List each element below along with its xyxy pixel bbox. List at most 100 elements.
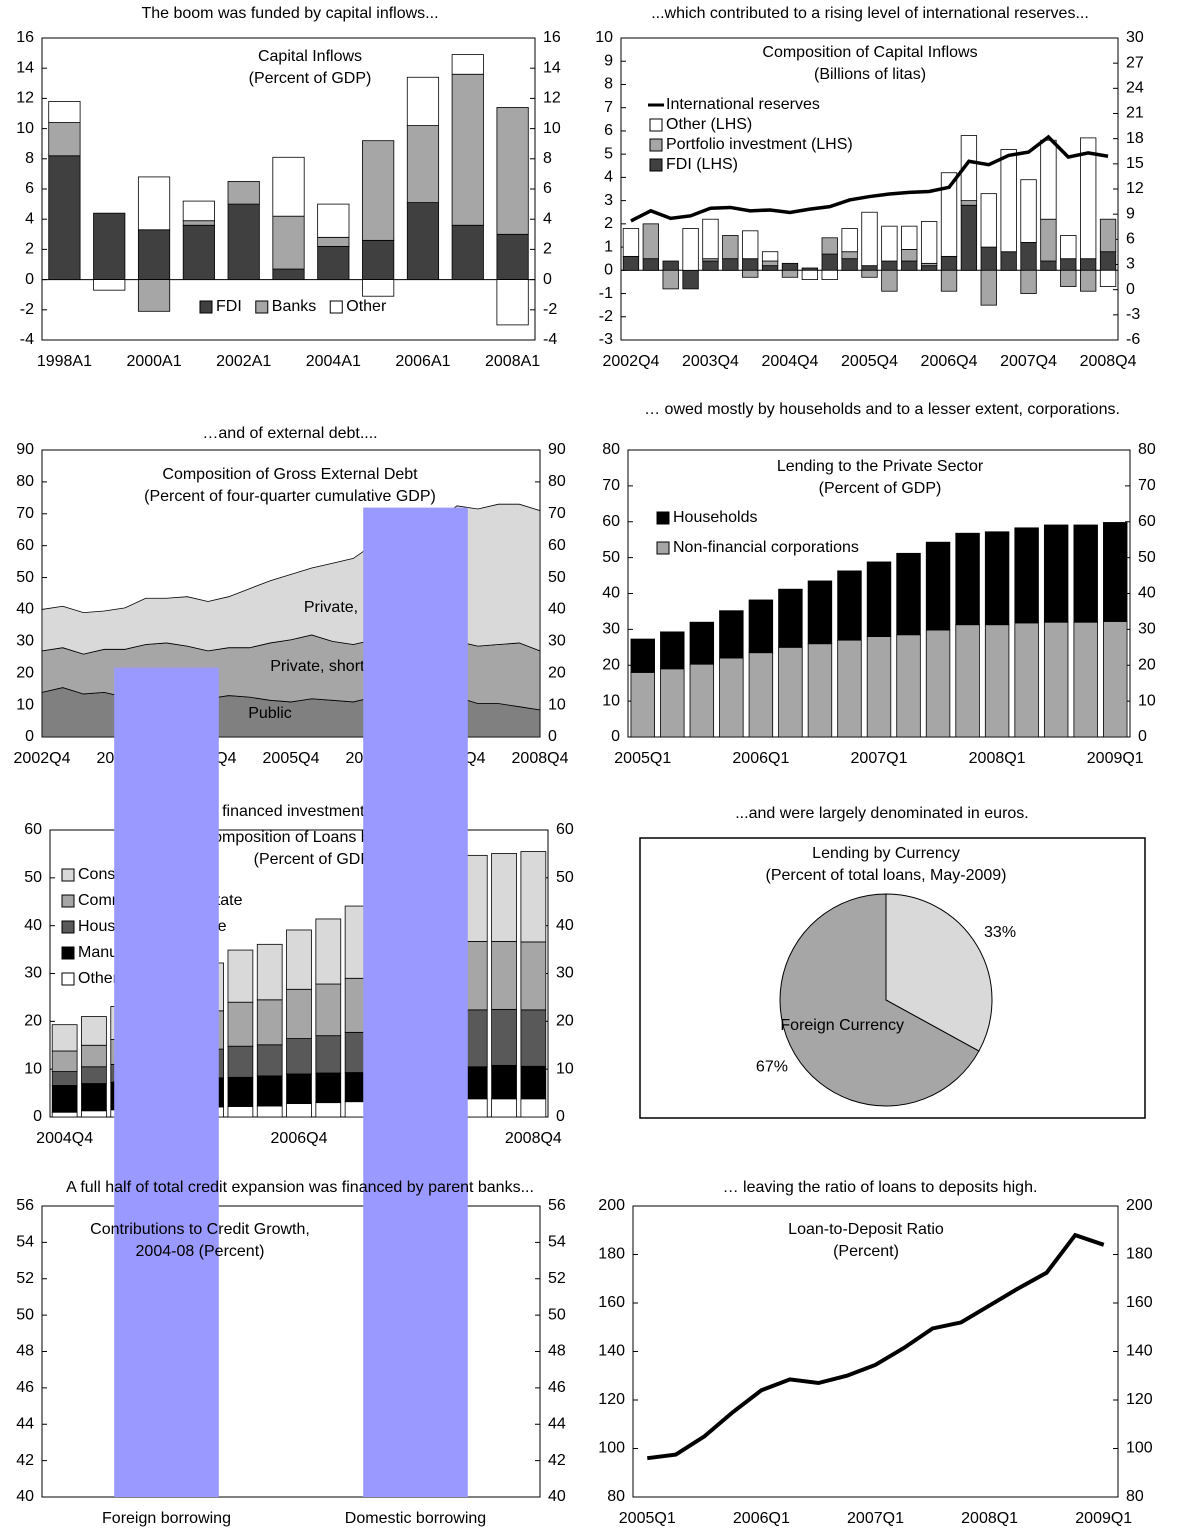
chart-title: Contributions to Credit Growth,	[90, 1221, 310, 1238]
bar	[315, 1072, 342, 1104]
y2-tick-label: 9	[1126, 205, 1135, 222]
bar	[861, 269, 878, 278]
bar	[896, 634, 921, 738]
y-tick-label: 1	[604, 238, 613, 255]
bar	[406, 202, 440, 280]
bar	[901, 260, 918, 271]
y-tick-label-right: 30	[548, 633, 566, 650]
chart-heading: A full half of total credit expansion wa…	[66, 1179, 534, 1196]
y-tick-label-right: -4	[543, 331, 557, 348]
chart-heading: ...which contributed to a rising level o…	[651, 5, 1089, 22]
y-tick-label-right: 40	[1138, 585, 1156, 602]
y-tick-label: -3	[599, 331, 613, 348]
y-tick-label: 100	[598, 1440, 625, 1457]
y-tick-label-right: 14	[543, 59, 561, 76]
y2-tick-label: -3	[1126, 306, 1140, 323]
x-tick-label: 2007Q1	[851, 750, 908, 767]
bar	[48, 101, 81, 123]
bar	[227, 203, 260, 281]
bar	[315, 918, 342, 985]
legend-swatch	[61, 894, 75, 908]
bar	[837, 570, 862, 641]
bar	[51, 1050, 78, 1072]
bar	[689, 663, 715, 738]
bar	[286, 988, 312, 1039]
chart-heading: The boom was funded by capital inflows..…	[141, 5, 438, 22]
legend-swatch	[656, 511, 670, 525]
y-tick-label-right: 50	[556, 869, 574, 886]
y-tick-label: 0	[25, 271, 34, 288]
bar	[520, 941, 547, 1011]
y-tick-label: 10	[16, 696, 34, 713]
y-tick-label: 0	[604, 262, 613, 279]
legend-label: FDI (LHS)	[666, 156, 738, 173]
bar	[630, 638, 655, 673]
y-tick-label-right: 20	[1138, 656, 1156, 673]
bar	[821, 253, 838, 271]
bar	[315, 1035, 342, 1074]
x-tick-label: 2004Q4	[762, 353, 819, 370]
y-tick-label-right: 4	[543, 210, 552, 227]
legend-label: Other	[78, 970, 119, 987]
pie-slice	[779, 893, 980, 1107]
bar	[955, 532, 980, 626]
bar	[520, 1098, 547, 1118]
bar	[861, 265, 878, 271]
y-tick-label-right: 60	[556, 821, 574, 838]
y-tick-label-right: 50	[548, 569, 566, 586]
legend-swatch	[255, 300, 269, 314]
y-tick-label-right: 40	[556, 917, 574, 934]
bar	[1020, 269, 1037, 294]
y-tick-label: 40	[24, 917, 42, 934]
y-tick-label-right: 60	[1138, 513, 1156, 530]
x-tick-label: 2000A1	[126, 353, 181, 370]
bar	[778, 646, 803, 738]
chart-heading: … owed mostly by households and to a les…	[644, 401, 1120, 418]
y-tick-label: 6	[604, 122, 613, 139]
bar	[286, 1073, 312, 1105]
bar	[662, 260, 679, 271]
bar	[748, 599, 774, 654]
x-tick-label: 2002A1	[216, 353, 271, 370]
bar	[1060, 235, 1077, 260]
bar	[1040, 260, 1057, 271]
bar	[1080, 269, 1097, 292]
bar	[48, 122, 81, 157]
bar	[807, 643, 833, 738]
chart-heading: …and of external debt....	[202, 425, 377, 442]
y-tick-label: 50	[16, 569, 34, 586]
y-tick-label-right: 120	[1126, 1391, 1153, 1408]
bar	[406, 125, 440, 203]
chart-subtitle: (Percent of total loans, May-2009)	[765, 867, 1006, 884]
y-tick-label: 60	[24, 821, 42, 838]
y2-tick-label: 15	[1126, 155, 1144, 172]
y-tick-label-right: 0	[1138, 728, 1147, 745]
bar	[286, 1038, 312, 1075]
bar	[955, 624, 980, 738]
chart-subtitle: (Percent)	[833, 1243, 899, 1260]
y-tick-label: 200	[598, 1197, 625, 1214]
bar	[662, 269, 679, 290]
bar	[841, 251, 858, 260]
bar	[960, 135, 978, 202]
x-tick-label: 2008A1	[485, 353, 540, 370]
chart-subtitle: (Percent of GDP)	[819, 480, 942, 497]
y-tick-label: 40	[16, 1488, 34, 1505]
bar	[980, 246, 997, 271]
y2-tick-label: 3	[1126, 256, 1135, 273]
area-label: Public	[248, 705, 292, 722]
bar	[722, 235, 739, 260]
x-tick-label: 2006Q4	[271, 1130, 328, 1147]
y-tick-label: 10	[602, 692, 620, 709]
y2-tick-label: 21	[1126, 105, 1144, 122]
bar	[1073, 524, 1098, 623]
bar	[881, 225, 898, 262]
y-tick-label-right: 20	[556, 1013, 574, 1030]
y-tick-label: 40	[602, 585, 620, 602]
bar	[861, 211, 878, 267]
bar	[1080, 137, 1097, 260]
chart-title: Capital Inflows	[258, 48, 362, 65]
bar	[406, 76, 440, 126]
y-tick-label-right: 56	[548, 1197, 566, 1214]
bar	[227, 1106, 254, 1118]
